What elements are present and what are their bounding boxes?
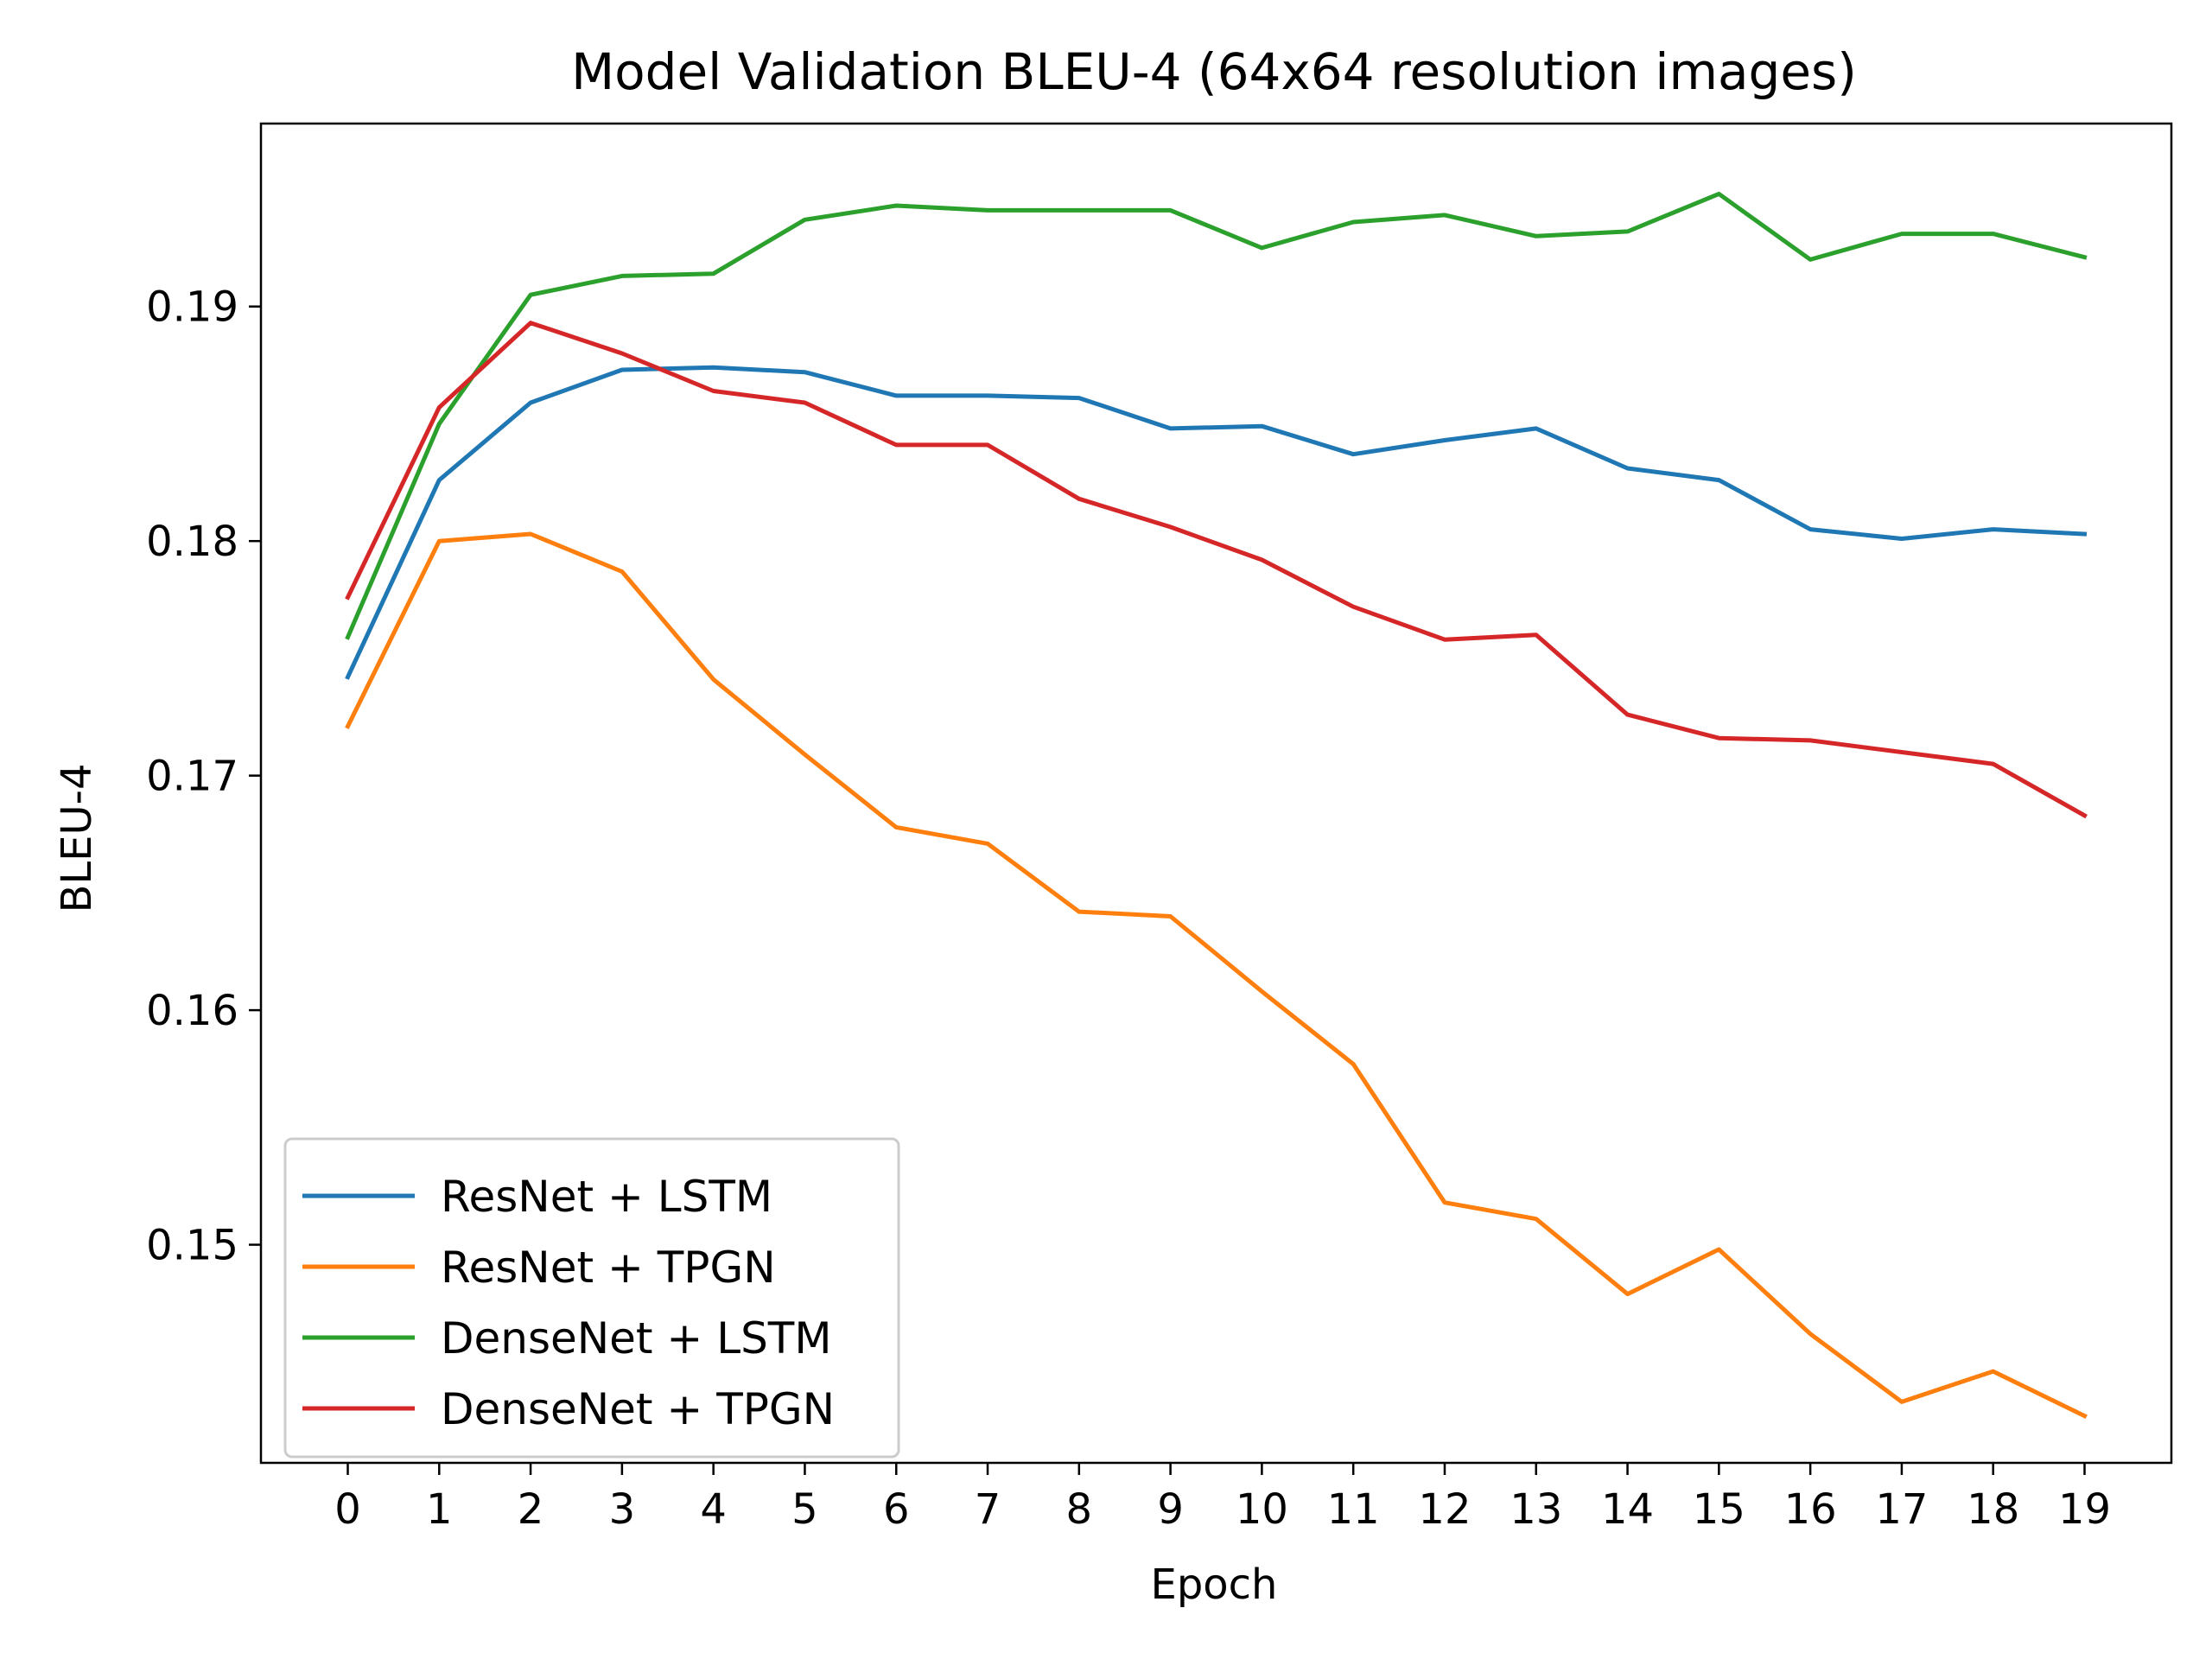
legend-label: ResNet + LSTM [441,1172,772,1222]
x-tick-label: 16 [1784,1485,1837,1534]
plot-frame [259,122,2173,1465]
plot-area [259,122,2173,1465]
x-tick-label: 3 [609,1485,636,1534]
x-tick-label: 8 [1066,1485,1093,1534]
series-line-2 [345,531,2088,1420]
y-axis: 0.15 0.16 0.17 0.18 0.19 [146,283,261,1270]
y-tick-label: 0.17 [146,753,238,801]
chart-title: Model Validation BLEU-4 (64x64 resolutio… [571,42,1857,101]
legend: ResNet + LSTM ResNet + TPGN DenseNet + LST… [283,1137,900,1459]
legend-label: ResNet + TPGN [441,1243,776,1293]
x-tick-label: 12 [1418,1485,1471,1534]
y-tick-label: 0.15 [146,1222,238,1270]
y-axis-label: BLEU-4 [53,764,101,913]
x-tick-label: 14 [1601,1485,1654,1534]
y-tick-label: 0.19 [146,283,238,332]
legend-label: DenseNet + LSTM [441,1313,832,1363]
x-tick-label: 1 [426,1485,453,1534]
y-tick-label: 0.16 [146,987,238,1035]
x-tick-label: 18 [1967,1485,2019,1534]
legend-box [283,1137,900,1459]
x-tick-label: 4 [700,1485,727,1534]
x-tick-label: 19 [2058,1485,2111,1534]
x-tick-label: 15 [1693,1485,1745,1534]
x-tick-label: 13 [1510,1485,1562,1534]
x-tick-label: 17 [1875,1485,1928,1534]
x-tick-label: 2 [518,1485,544,1534]
x-tick-label: 11 [1327,1485,1380,1534]
y-tick-label: 0.18 [146,518,238,566]
x-tick-label: 0 [334,1485,361,1534]
x-tick-label: 6 [883,1485,910,1534]
x-tick-label: 9 [1157,1485,1184,1534]
legend-label: DenseNet + TPGN [441,1384,835,1434]
series-line-1 [345,365,2088,680]
x-tick-label: 7 [975,1485,1001,1534]
x-axis-label: Epoch [1151,1560,1278,1609]
x-tick-label: 10 [1236,1485,1288,1534]
series-line-3 [345,191,2088,640]
x-axis: 0 1 2 3 4 5 6 7 8 9 10 11 12 13 14 15 16 17 18 19 [334,1463,2111,1534]
x-tick-label: 5 [791,1485,818,1534]
series-line-4 [345,321,2088,819]
